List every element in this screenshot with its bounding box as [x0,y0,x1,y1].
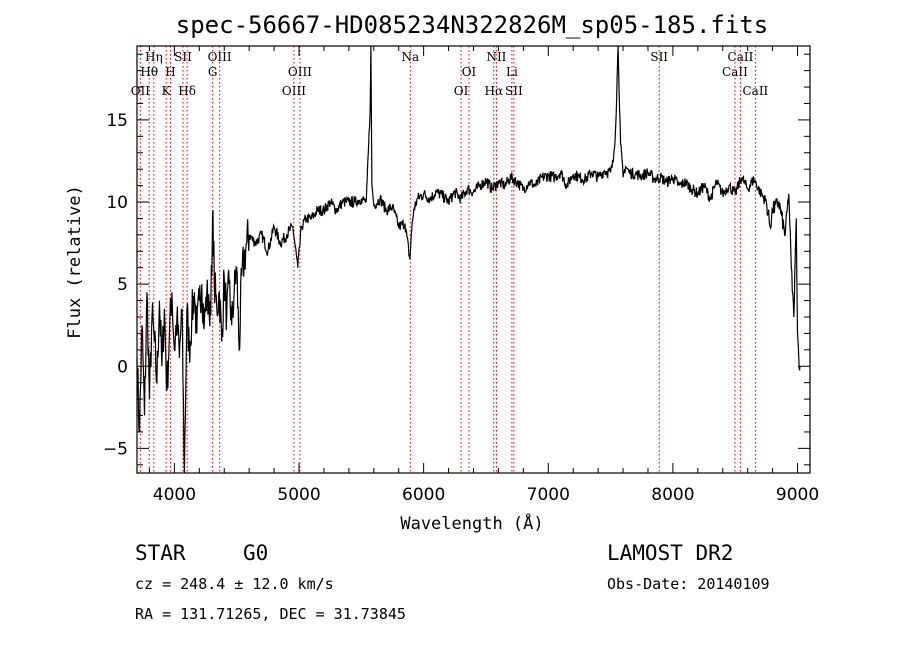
x-tick-label: 4000 [153,485,196,505]
redshift-cz: cz = 248.4 ± 12.0 km/s [135,575,334,593]
x-tick-label: 6000 [402,485,445,505]
spectral-line-label: SII [650,50,668,64]
spectral-line-label: SII [505,84,523,98]
spectral-line-label: OIII [208,50,232,64]
object-subclass: G0 [243,541,268,565]
y-tick-label: 5 [117,275,128,295]
spectral-line-label: K [162,84,172,98]
chart-title: spec-56667-HD085234N322826M_sp05-185.fit… [176,11,768,39]
plot-frame [136,45,811,474]
spectral-line-label: OI [454,84,469,98]
spectral-line-label: Li [506,65,518,79]
x-tick-labels: 4000 5000 6000 7000 8000 9000 [153,485,819,505]
x-tick-label: 9000 [776,485,819,505]
y-tick-label: −5 [103,439,128,459]
y-tick-label: 10 [106,193,128,213]
spectral-line-label: OII [131,84,151,98]
x-tick-label: 7000 [527,485,570,505]
y-axis-label: Flux (relative) [65,185,85,339]
spectral-line-label: OI [462,65,477,79]
spectral-line-label: Na [401,50,419,64]
spectral-line-label: Hθ [140,65,158,79]
flux-series-line [136,45,801,474]
x-tick-label: 8000 [651,485,694,505]
y-tick-label: 0 [117,357,128,377]
spectral-line-label: CaII [722,65,748,79]
spectral-line-label: G [208,65,218,79]
spectral-line-label: Hα [485,84,504,98]
spectral-line-labels: OIIHθHηKHSIIHδOIIIGOIIIOIIINaOIOINIIHαLi… [131,50,769,98]
y-tick-label: 15 [106,111,128,131]
spectral-line-label: CaII [742,84,768,98]
axis-ticks [137,46,810,473]
survey-name: LAMOST DR2 [607,541,733,565]
y-tick-labels: −5 0 5 10 15 [103,111,128,459]
spectral-line-label: OIII [288,65,312,79]
ra-dec-coordinates: RA = 131.71265, DEC = 31.73845 [135,605,406,623]
spectral-line-label: CaII [728,50,754,64]
spectral-line-label: Hη [145,50,163,64]
observation-date: Obs-Date: 20140109 [607,575,770,593]
spectral-line-label: SII [174,50,192,64]
x-tick-label: 5000 [277,485,320,505]
object-class: STAR [135,541,186,565]
spectral-line-markers [139,46,756,473]
spectral-line-label: Hδ [178,84,196,98]
spectral-line-label: OIII [282,84,306,98]
spectral-line-label: NII [486,50,506,64]
x-axis-label: Wavelength (Å) [400,512,543,534]
spectral-line-label: H [165,65,175,79]
